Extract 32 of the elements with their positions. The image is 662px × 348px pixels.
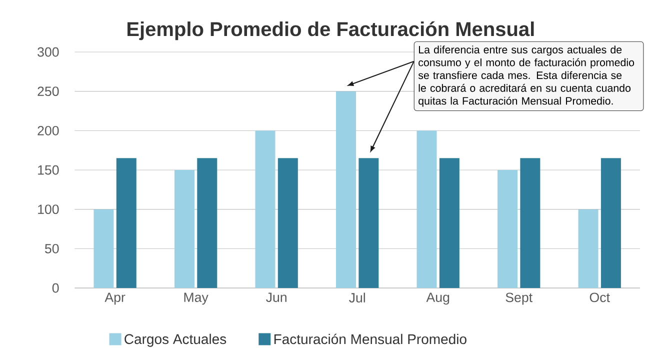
x-tick-label: May bbox=[184, 292, 208, 305]
bar bbox=[278, 158, 298, 288]
y-tick-label: 0 bbox=[52, 283, 59, 293]
bar bbox=[116, 158, 136, 288]
bar bbox=[174, 170, 194, 288]
y-tick-label: 50 bbox=[45, 244, 59, 254]
x-tick-label: Jul bbox=[349, 292, 365, 302]
y-tick-label: 200 bbox=[38, 126, 59, 136]
x-tick-label: Aug bbox=[426, 292, 450, 305]
legend-label: Cargos Actuales bbox=[124, 334, 226, 347]
bar bbox=[520, 158, 540, 288]
y-tick-label: 300 bbox=[38, 47, 59, 57]
legend-label: Facturación Mensual Promedio bbox=[274, 334, 466, 344]
chart-title: Ejemplo Promedio de Facturación Mensual bbox=[128, 21, 534, 40]
x-tick-label: Jun bbox=[266, 292, 286, 302]
annotation: La diferencia entre sus cargos actuales de consumo y el monto de facturación promedio se transfiere cada mes. Esta diferencia se le cobrará o acreditará en su cuenta cuando quitas la Facturación Mensual Promedio. bbox=[418, 46, 634, 107]
bar bbox=[197, 158, 218, 288]
x-tick-label: Sept bbox=[506, 292, 532, 305]
bar bbox=[416, 130, 437, 288]
bar bbox=[255, 130, 276, 288]
bar bbox=[336, 91, 356, 288]
bar bbox=[94, 209, 114, 288]
y-tick-label: 250 bbox=[38, 86, 59, 96]
bar bbox=[439, 158, 460, 288]
bar bbox=[498, 170, 518, 288]
bar bbox=[578, 209, 598, 288]
y-tick-label: 150 bbox=[38, 165, 59, 175]
y-tick-label: 100 bbox=[38, 204, 59, 214]
bar bbox=[358, 158, 379, 288]
x-tick-label: Apr bbox=[104, 292, 126, 305]
x-tick-label: Oct bbox=[590, 292, 610, 302]
bar bbox=[600, 158, 621, 288]
